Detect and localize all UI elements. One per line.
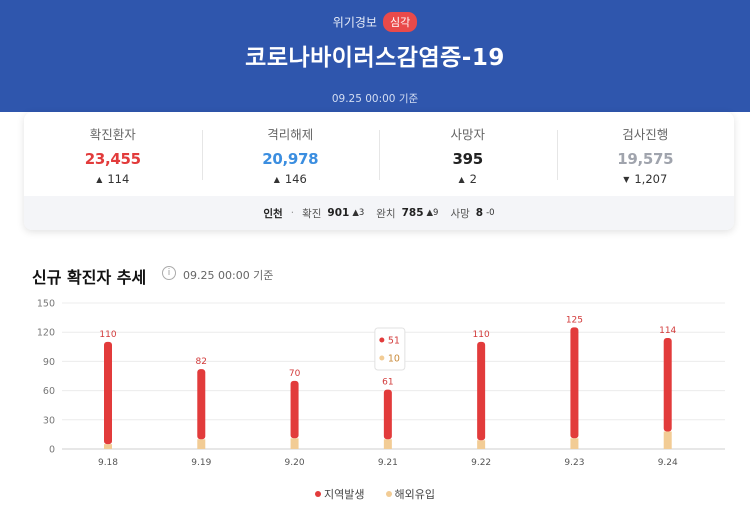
- bar-local: [570, 327, 579, 439]
- region-death-label: 사망: [450, 207, 470, 220]
- header-banner: 위기경보 심각 코로나바이러스감염증-19 09.25 00:00 기준: [0, 0, 750, 112]
- bar-local: [663, 338, 672, 432]
- stat-delta-value: 2: [469, 172, 477, 186]
- header-date: 09.25 00:00 기준: [331, 93, 419, 105]
- stat-delta: ▲ 114: [24, 172, 202, 186]
- region-name: 인천: [263, 207, 283, 220]
- x-tick-label: 9.18: [98, 458, 118, 468]
- bar-overseas: [477, 440, 486, 449]
- bar-local: [290, 380, 299, 439]
- x-tick-label: 9.23: [564, 458, 584, 468]
- up-arrow-icon: ▲: [458, 175, 465, 184]
- data-label: 114: [659, 326, 676, 336]
- stat-testing[interactable]: 검사진행 19,575 ▼ 1,207: [556, 112, 735, 196]
- y-tick-label: 120: [37, 328, 55, 339]
- bar-local: [383, 389, 392, 440]
- page-title: 코로나바이러스감염증-19: [245, 45, 505, 71]
- region-released-value: 785: [401, 207, 424, 219]
- bar-local: [104, 341, 112, 445]
- info-icon[interactable]: i: [162, 266, 176, 280]
- bar-overseas: [383, 439, 392, 449]
- region-confirmed-label: 확진: [302, 207, 322, 220]
- stats-row: 확진환자 23,455 ▲ 114 격리해제 20,978 ▲ 146 사망자 39…: [24, 112, 734, 196]
- stat-label: 확진환자: [89, 127, 136, 142]
- stat-delta-value: 114: [107, 172, 130, 186]
- x-tick-label: 9.22: [471, 458, 491, 468]
- stat-delta: ▲ 146: [202, 172, 380, 186]
- data-label: 110: [473, 330, 490, 340]
- region-summary[interactable]: 인천 · 확진 901 ▲3 완치 785 ▲9 사망 8 -0: [24, 196, 734, 230]
- bar-overseas: [104, 444, 112, 449]
- stat-deaths[interactable]: 사망자 395 ▲ 2: [379, 112, 557, 196]
- stat-label: 사망자: [450, 127, 485, 142]
- region-death-delta: -0: [486, 208, 495, 218]
- alert-badge: 심각: [382, 12, 418, 32]
- stat-released[interactable]: 격리해제 20,978 ▲ 146: [201, 112, 380, 196]
- stat-delta-value: 146: [284, 172, 307, 186]
- tooltip-overseas-marker: [379, 355, 385, 361]
- bar-local: [197, 369, 206, 440]
- bar-overseas: [197, 439, 206, 449]
- tooltip-local-marker: [379, 337, 385, 343]
- y-tick-label: 30: [43, 415, 55, 426]
- stats-card: 확진환자 23,455 ▲ 114 격리해제 20,978 ▲ 146 사망자 39…: [24, 112, 734, 230]
- trend-date: 09.25 00:00 기준: [183, 269, 274, 282]
- region-released-delta: ▲9: [426, 208, 439, 218]
- bar-overseas: [570, 438, 579, 449]
- separator-dot: ·: [290, 207, 295, 219]
- region-confirmed-delta: ▲3: [352, 208, 365, 218]
- stat-value: 19,575: [617, 150, 674, 168]
- bar-overseas: [663, 431, 672, 449]
- data-label: 61: [382, 378, 393, 388]
- tooltip-local-value: 51: [388, 336, 400, 347]
- data-label: 82: [196, 357, 207, 367]
- alert-label: 위기경보: [332, 15, 377, 30]
- down-arrow-icon: ▼: [623, 175, 630, 184]
- stat-value: 20,978: [262, 150, 319, 168]
- stat-label: 검사진행: [622, 127, 669, 142]
- data-label: 125: [566, 315, 583, 325]
- y-tick-label: 60: [43, 386, 55, 397]
- region-confirmed-value: 901: [327, 207, 350, 219]
- y-tick-label: 90: [43, 357, 55, 368]
- stat-delta: ▼ 1,207: [557, 172, 735, 186]
- legend-local-label: 지역발생: [324, 488, 365, 501]
- up-arrow-icon: ▲: [273, 175, 280, 184]
- x-tick-label: 9.19: [191, 458, 211, 468]
- stat-value: 23,455: [84, 150, 141, 168]
- region-death-value: 8: [475, 207, 484, 219]
- trend-chart: 0 30 60 90 120 150 110 9.18 82 9.19 70 9.20 61 9.21 11…: [37, 299, 725, 468]
- x-tick-label: 9.21: [378, 458, 398, 468]
- legend-local-marker: [315, 491, 322, 497]
- data-label: 110: [99, 330, 116, 340]
- stat-value: 395: [452, 150, 484, 168]
- y-tick-label: 150: [37, 299, 55, 310]
- bar-overseas: [290, 438, 299, 449]
- x-tick-label: 9.24: [658, 458, 678, 468]
- y-tick-label: 0: [49, 445, 55, 456]
- alert-level: 위기경보 심각: [0, 12, 750, 32]
- up-arrow-icon: ▲: [96, 175, 103, 184]
- stat-confirmed[interactable]: 확진환자 23,455 ▲ 114: [24, 112, 202, 196]
- legend-overseas-marker: [385, 491, 392, 497]
- bar-local: [477, 341, 486, 441]
- trend-title: 신규 확진자 추세: [32, 268, 147, 287]
- data-label: 70: [289, 369, 301, 379]
- stat-label: 격리해제: [267, 127, 314, 142]
- stat-delta: ▲ 2: [379, 172, 557, 186]
- stat-delta-value: 1,207: [634, 172, 668, 186]
- x-tick-label: 9.20: [285, 458, 305, 468]
- region-released-label: 완치: [376, 207, 396, 220]
- tooltip-overseas-value: 10: [388, 354, 400, 365]
- legend-overseas-label: 해외유입: [394, 488, 435, 501]
- chart-legend: 지역발생 해외유입: [0, 486, 750, 502]
